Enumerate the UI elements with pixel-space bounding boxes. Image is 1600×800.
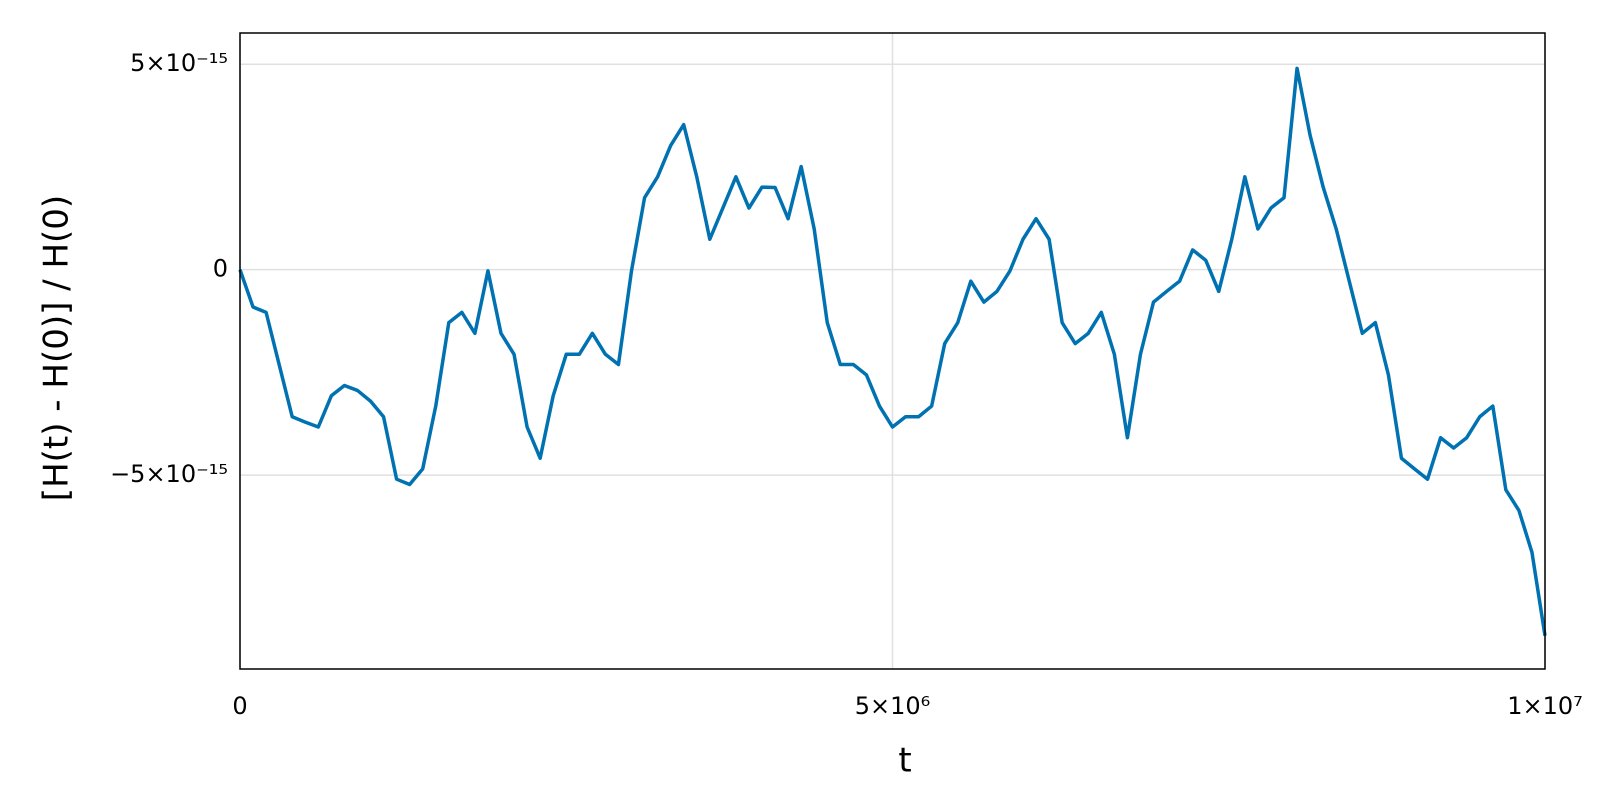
plot-frame (239, 32, 1546, 670)
data-line (238, 66, 1547, 636)
x-tick-label: 0 (232, 692, 247, 720)
x-tick-label: 1×10⁷ (1507, 692, 1583, 720)
y-tick-label: −5×10⁻¹⁵ (110, 460, 228, 488)
y-tick-label: 0 (213, 255, 228, 283)
x-axis-label: t (898, 741, 911, 781)
y-tick-label: 5×10⁻¹⁵ (130, 49, 228, 77)
x-tick-label: 5×10⁶ (855, 692, 931, 720)
y-axis-label: [H(t) - H(0)] / H(0) (37, 195, 77, 501)
